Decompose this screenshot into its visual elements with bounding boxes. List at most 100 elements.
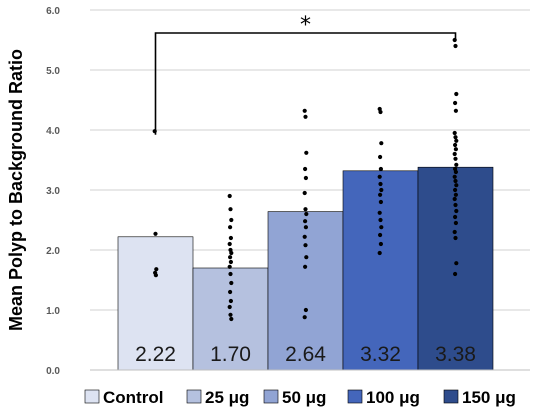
data-point [303, 219, 308, 224]
data-point [303, 225, 308, 230]
y-tick-label: 1.0 [46, 306, 60, 317]
data-point [453, 169, 458, 175]
data-point [229, 250, 234, 256]
bar-value-label: 2.22 [135, 343, 176, 366]
data-point [453, 142, 458, 148]
data-point [453, 192, 458, 197]
bar-4 [417, 166, 494, 371]
y-tick-label: 0.0 [46, 366, 60, 377]
data-point [453, 214, 458, 220]
data-point [227, 304, 232, 310]
data-point [453, 135, 458, 140]
data-point [303, 114, 308, 119]
data-point [454, 162, 459, 167]
legend-label: Control [103, 388, 163, 407]
legend: Control 25 μg 50 μg 100 μg 150 μg [84, 388, 516, 407]
data-point [303, 264, 308, 269]
data-point [453, 187, 458, 193]
y-tick-label: 4.0 [46, 126, 60, 137]
significance-star: * [300, 13, 311, 38]
data-point [453, 220, 458, 226]
data-point [454, 183, 459, 188]
data-point [302, 108, 307, 113]
y-axis-label: Mean Polyp to Background Ratio [6, 49, 26, 331]
data-point [304, 255, 309, 260]
data-point [453, 43, 458, 49]
data-point [229, 217, 234, 223]
data-point [378, 232, 383, 238]
data-point [227, 241, 232, 247]
data-point [304, 150, 309, 155]
legend-swatch [84, 389, 100, 404]
data-point [303, 166, 308, 172]
legend-swatch [263, 389, 279, 404]
data-point [228, 312, 233, 317]
data-point [303, 307, 308, 313]
data-point [228, 255, 233, 260]
legend-item: 150 μg [443, 388, 516, 407]
data-point [454, 138, 459, 143]
data-point [379, 225, 384, 230]
data-point [377, 210, 382, 215]
data-point [378, 109, 383, 115]
legend-item: 25 μg [186, 388, 249, 407]
data-point [379, 187, 384, 193]
legend-swatch [443, 389, 459, 404]
data-point [378, 154, 383, 160]
data-point [454, 208, 459, 214]
bar-value-labels: 2.22 1.70 2.64 3.32 3.38 [135, 343, 476, 366]
data-point [377, 174, 382, 179]
data-point [302, 315, 307, 320]
bar-value-label: 3.38 [435, 343, 476, 366]
y-tick-label: 2.0 [46, 246, 60, 257]
data-point [303, 175, 308, 181]
data-point [452, 130, 457, 136]
data-point [453, 147, 458, 152]
data-point [304, 211, 309, 217]
data-point [453, 108, 458, 113]
data-point [378, 192, 383, 197]
data-point [303, 207, 308, 212]
legend-label: 50 μg [282, 388, 326, 407]
data-point [228, 207, 233, 212]
y-tick-label: 6.0 [46, 6, 60, 17]
data-point [454, 91, 459, 97]
y-axis-ticks: 0.0 1.0 2.0 3.0 4.0 5.0 6.0 [46, 6, 60, 377]
data-point [227, 264, 232, 269]
data-point [452, 229, 457, 235]
bar-value-label: 1.70 [210, 343, 251, 366]
data-point [453, 271, 458, 277]
data-point [228, 235, 233, 241]
significance-line [154, 32, 457, 135]
legend-item: Control [84, 388, 163, 407]
data-point [378, 241, 383, 247]
data-point [302, 190, 307, 196]
data-point [379, 141, 384, 146]
data-point [452, 151, 457, 157]
legend-item: 50 μg [263, 388, 326, 407]
data-point [229, 280, 234, 286]
data-point [377, 250, 382, 256]
data-point [153, 273, 158, 278]
legend-label: 25 μg [205, 388, 249, 407]
data-point [228, 225, 233, 230]
legend-swatch [347, 389, 363, 404]
y-tick-label: 3.0 [46, 186, 60, 197]
data-point [452, 196, 457, 202]
data-point [453, 178, 458, 184]
data-point [154, 267, 159, 272]
data-point [378, 181, 383, 187]
data-point [302, 234, 307, 239]
bar-value-label: 3.32 [360, 343, 401, 366]
y-tick-label: 5.0 [46, 66, 60, 77]
data-point [452, 174, 457, 179]
significance-bracket: * [154, 13, 457, 135]
data-point [228, 259, 233, 265]
bar-value-label: 2.64 [285, 343, 326, 366]
data-point [454, 261, 459, 266]
data-point [229, 316, 234, 322]
legend-label: 100 μg [366, 388, 420, 407]
data-point [228, 271, 233, 277]
data-point [153, 231, 158, 236]
